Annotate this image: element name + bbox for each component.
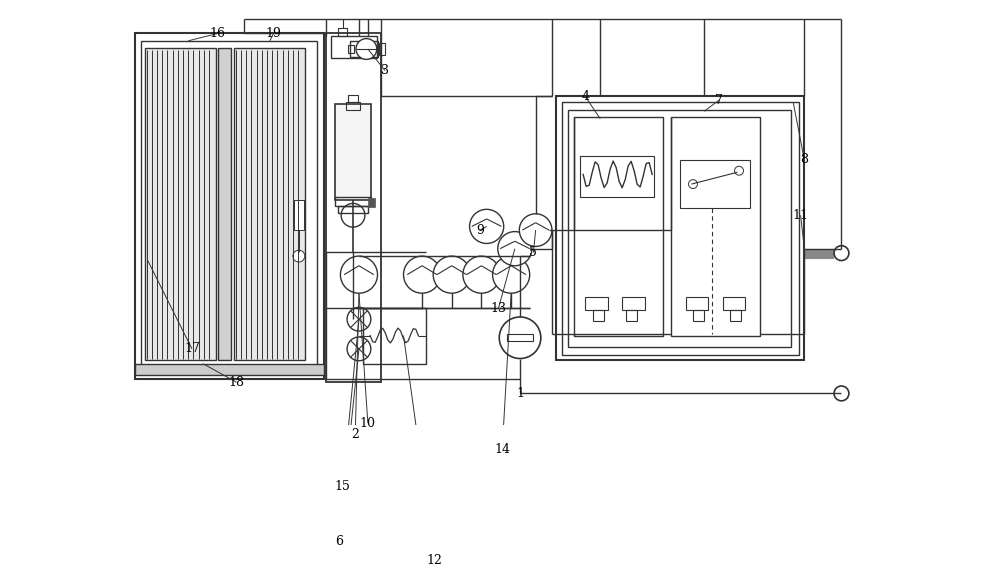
Text: 4: 4	[581, 90, 589, 103]
Text: 9: 9	[476, 224, 484, 237]
Bar	[338, 205, 368, 213]
Bar	[626, 310, 637, 321]
Text: 3: 3	[381, 64, 389, 77]
Bar	[350, 41, 378, 57]
Bar	[368, 198, 375, 207]
Circle shape	[347, 337, 371, 361]
Bar	[335, 197, 371, 205]
Circle shape	[347, 307, 371, 331]
Bar	[135, 364, 324, 375]
Bar	[723, 297, 745, 310]
Circle shape	[498, 232, 532, 266]
Bar	[680, 160, 750, 208]
Bar	[348, 45, 354, 53]
Bar	[294, 200, 304, 230]
Bar	[730, 310, 741, 321]
Bar	[363, 308, 426, 364]
Circle shape	[493, 256, 530, 293]
Bar	[671, 117, 760, 336]
Circle shape	[463, 256, 500, 293]
Text: 16: 16	[210, 27, 226, 40]
Bar	[135, 33, 324, 379]
Text: 18: 18	[228, 376, 244, 389]
Circle shape	[834, 246, 849, 260]
Bar	[580, 156, 654, 197]
Text: 17: 17	[184, 343, 200, 355]
Bar	[141, 41, 317, 371]
Bar	[335, 104, 371, 200]
Text: 6: 6	[335, 535, 343, 549]
Bar	[331, 35, 377, 58]
Text: 14: 14	[494, 443, 510, 455]
Circle shape	[404, 256, 441, 293]
Bar	[145, 48, 216, 360]
Text: 15: 15	[335, 480, 351, 492]
Bar	[686, 297, 708, 310]
Bar	[379, 43, 385, 55]
Bar	[234, 48, 305, 360]
Bar	[348, 95, 358, 102]
Text: 11: 11	[793, 209, 809, 222]
Circle shape	[433, 256, 470, 293]
Circle shape	[689, 180, 697, 189]
Circle shape	[834, 386, 849, 401]
Circle shape	[519, 214, 552, 247]
Text: 13: 13	[491, 301, 507, 315]
Text: 8: 8	[800, 153, 808, 166]
Bar	[622, 297, 645, 310]
Text: 2: 2	[351, 428, 359, 441]
Text: 7: 7	[715, 94, 723, 107]
Circle shape	[293, 250, 305, 262]
Bar	[693, 310, 704, 321]
Circle shape	[356, 38, 377, 59]
Bar	[593, 310, 604, 321]
Bar	[556, 97, 804, 360]
Bar	[507, 334, 533, 341]
Bar	[585, 297, 608, 310]
Bar	[346, 102, 360, 110]
Bar	[326, 33, 381, 382]
Text: 5: 5	[529, 246, 537, 259]
Bar	[804, 249, 833, 257]
Circle shape	[341, 204, 365, 227]
Bar	[568, 110, 791, 347]
Bar	[338, 28, 347, 35]
Text: 10: 10	[360, 416, 376, 430]
Circle shape	[340, 256, 378, 293]
Circle shape	[470, 209, 504, 244]
Bar	[562, 102, 799, 355]
Bar	[218, 48, 231, 360]
Text: 19: 19	[266, 27, 282, 40]
Text: 1: 1	[516, 387, 524, 400]
Circle shape	[735, 166, 743, 175]
Text: 12: 12	[427, 554, 443, 567]
Circle shape	[499, 317, 541, 359]
Bar	[574, 117, 663, 336]
